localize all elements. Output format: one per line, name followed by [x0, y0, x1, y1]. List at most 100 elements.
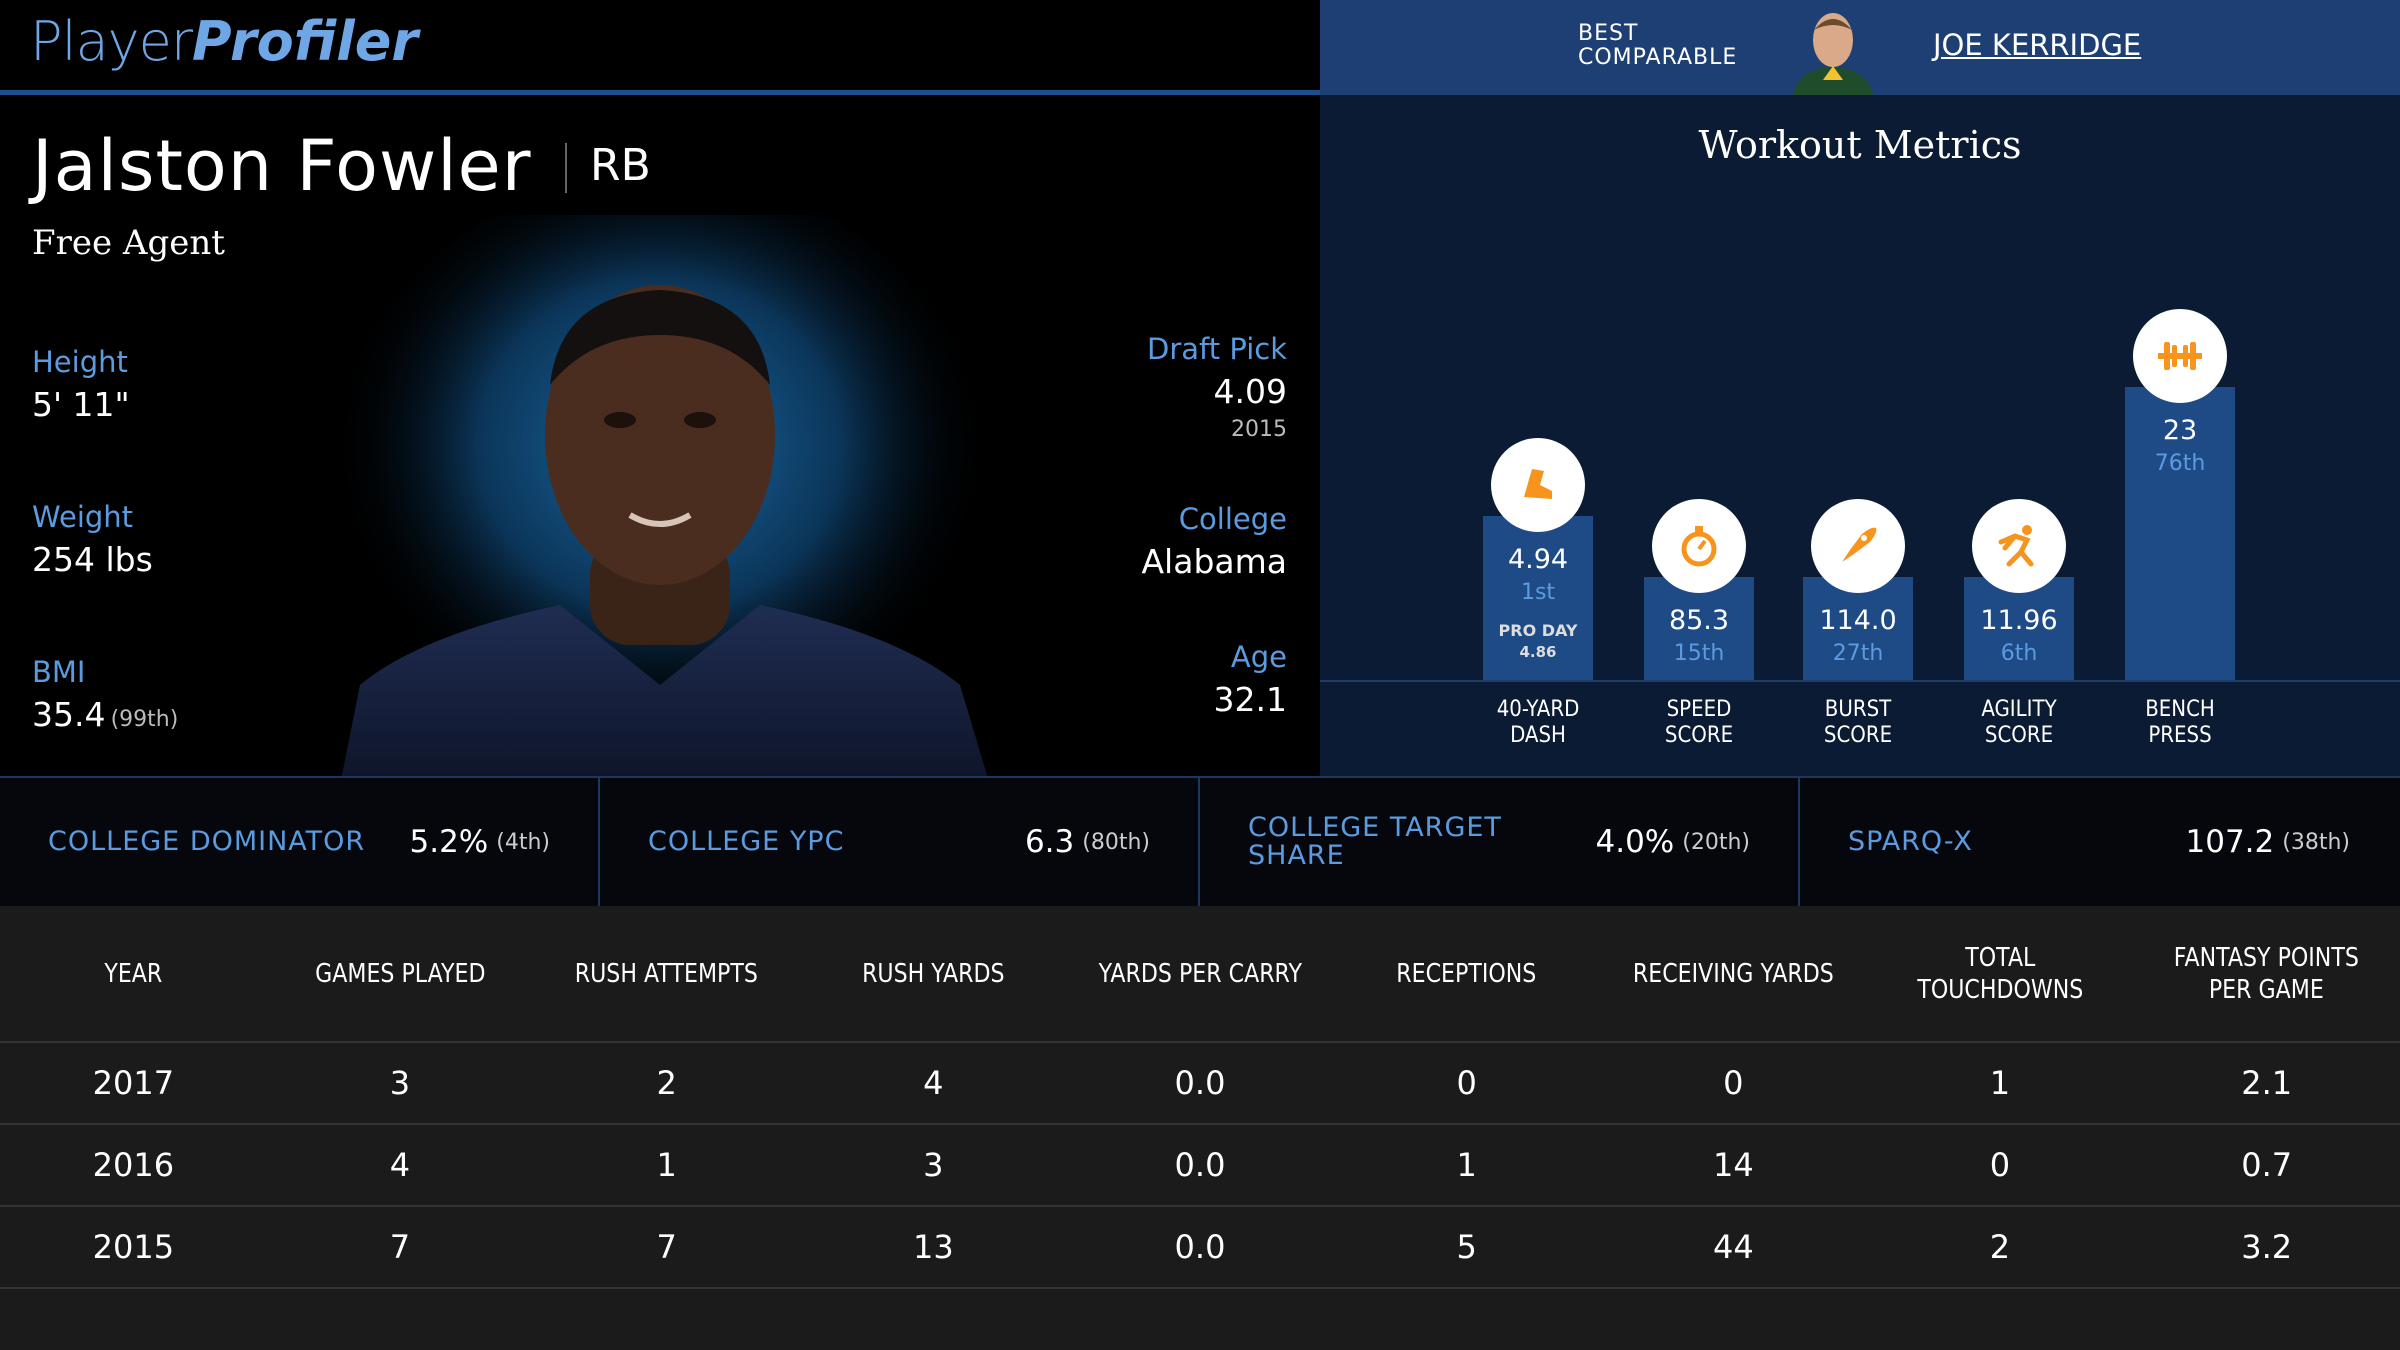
- stat-value-row: 6.3 (80th): [1025, 778, 1150, 906]
- bio-value: 35.4: [32, 695, 106, 734]
- pro-day-value: 4.86: [1519, 643, 1557, 661]
- player-position: RB: [590, 140, 651, 191]
- metric-value: 23: [2162, 415, 2198, 446]
- column-header: RECEPTIONS: [1396, 958, 1537, 989]
- column-header: TOTAL TOUCHDOWNS: [1917, 942, 2083, 1005]
- table-cell: 1: [1989, 1064, 2011, 1102]
- comparable-photo: [1793, 13, 1873, 95]
- metric-rank: 27th: [1832, 641, 1884, 666]
- pro-day-label: PRO DAY: [1498, 621, 1578, 640]
- strip-divider: [1198, 778, 1200, 906]
- stat-label: COLLEGE YPC: [648, 826, 845, 857]
- header-rule: [0, 1041, 2400, 1043]
- row-rule: [0, 1205, 2400, 1207]
- comparable-name[interactable]: JOE KERRIDGE: [1933, 28, 2142, 62]
- metric-label: BURST SCORE: [1823, 697, 1893, 748]
- strip-divider: [1798, 778, 1800, 906]
- table-cell: 2: [656, 1064, 677, 1102]
- stat-rank: (4th): [496, 829, 550, 855]
- metric-icon: [1811, 499, 1905, 593]
- stat-value: 5.2%: [409, 824, 489, 860]
- bio-value-row: 254 lbs: [32, 540, 153, 579]
- player-status: Free Agent: [32, 223, 225, 263]
- table-cell: 7: [656, 1228, 677, 1266]
- player-photo: [330, 215, 990, 776]
- bio-note: 2015: [1231, 417, 1287, 442]
- stat-label: SPARQ-X: [1848, 826, 1973, 857]
- metric-rank: 6th: [2000, 641, 2038, 666]
- table-cell: 44: [1712, 1228, 1754, 1266]
- bio-label: College: [1178, 502, 1287, 536]
- stat-value-row: 107.2 (38th): [2186, 778, 2350, 906]
- table-cell: 14: [1712, 1146, 1754, 1184]
- metric-value: 114.0: [1819, 605, 1897, 636]
- metric-icon: [2133, 309, 2227, 403]
- bio-value: 4.09: [1213, 372, 1287, 411]
- metric-bar: [1803, 577, 1913, 680]
- table-cell: 4: [923, 1064, 944, 1102]
- stat-rank: (80th): [1082, 829, 1150, 855]
- stat-rank: (20th): [1682, 829, 1750, 855]
- table-cell: 1: [656, 1146, 677, 1184]
- column-header: RECEIVING YARDS: [1632, 958, 1834, 989]
- metric-rank: 1st: [1520, 580, 1556, 605]
- college-stats-strip: COLLEGE DOMINATOR 5.2% (4th) COLLEGE YPC 6.3…: [0, 776, 2400, 908]
- column-header: RUSH ATTEMPTS: [575, 958, 759, 989]
- column-header: YEAR: [104, 958, 163, 989]
- table-cell: 2017: [92, 1064, 175, 1102]
- top-bar: [0, 0, 1320, 95]
- metric-bar: [1644, 577, 1754, 680]
- row-rule: [0, 1287, 2400, 1289]
- metric-label: BENCH PRESS: [2145, 697, 2215, 748]
- bio-value: Alabama: [1141, 542, 1287, 581]
- stat-value-row: 4.0% (20th): [1596, 778, 1751, 906]
- stat-value: 4.0%: [1595, 824, 1675, 860]
- metric-label: AGILITY SCORE: [1981, 697, 2057, 748]
- bio-note: (99th): [110, 707, 179, 732]
- stat-label: COLLEGE TARGET SHARE: [1248, 812, 1502, 871]
- metric-rank: 15th: [1673, 641, 1725, 666]
- name-divider: [565, 143, 567, 193]
- metric-icon: [1972, 499, 2066, 593]
- stats-table: YEAR GAMES PLAYED RUSH ATTEMPTS RUSH YARDS Y…: [0, 906, 2400, 1350]
- table-cell: 0: [1989, 1146, 2011, 1184]
- table-cell: 0.0: [1174, 1064, 1226, 1102]
- player-name: Jalston Fowler: [32, 125, 532, 207]
- metric-bar: [1483, 516, 1593, 680]
- logo-profiler: Profiler: [192, 10, 418, 73]
- table-cell: 3: [923, 1146, 944, 1184]
- column-header: RUSH YARDS: [862, 958, 1005, 989]
- table-cell: 2: [1989, 1228, 2011, 1266]
- bio-label: Age: [1230, 640, 1287, 674]
- table-cell: 0: [1456, 1064, 1477, 1102]
- bio-value: 5' 11": [32, 385, 130, 424]
- stat-value-row: 5.2% (4th): [410, 778, 551, 906]
- metric-icon: [1652, 499, 1746, 593]
- stat-value: 6.3: [1024, 824, 1075, 860]
- table-cell: 2.1: [2241, 1064, 2293, 1102]
- bio-value: 32.1: [1213, 680, 1287, 719]
- column-header: GAMES PLAYED: [314, 958, 486, 989]
- metric-bar: [2125, 387, 2235, 680]
- table-cell: 13: [912, 1228, 954, 1266]
- metric-label: SPEED SCORE: [1664, 697, 1734, 748]
- table-cell: 0.0: [1174, 1228, 1226, 1266]
- table-cell: 0: [1723, 1064, 1744, 1102]
- table-cell: 3.2: [2241, 1228, 2293, 1266]
- table-cell: 3: [389, 1064, 411, 1102]
- metric-rank: 76th: [2154, 451, 2206, 476]
- logo[interactable]: PlayerProfiler: [30, 10, 418, 73]
- comparable-label: BEST COMPARABLE: [1578, 21, 1738, 70]
- bio-value: 254 lbs: [32, 540, 153, 579]
- metric-value: 11.96: [1980, 605, 2058, 636]
- logo-player: Player: [30, 10, 193, 73]
- strip-divider: [598, 778, 600, 906]
- metric-bar: [1964, 577, 2074, 680]
- workout-panel: Workout Metrics 4.94 1st PRO DAY 4.86 40-YARD…: [1320, 95, 2400, 776]
- bio-label: Height: [32, 345, 128, 379]
- metric-label: 40-YARD DASH: [1496, 697, 1580, 748]
- table-cell: 2016: [92, 1146, 175, 1184]
- player-panel: Jalston Fowler RB Free Agent Height 5' 11" We…: [0, 95, 1320, 776]
